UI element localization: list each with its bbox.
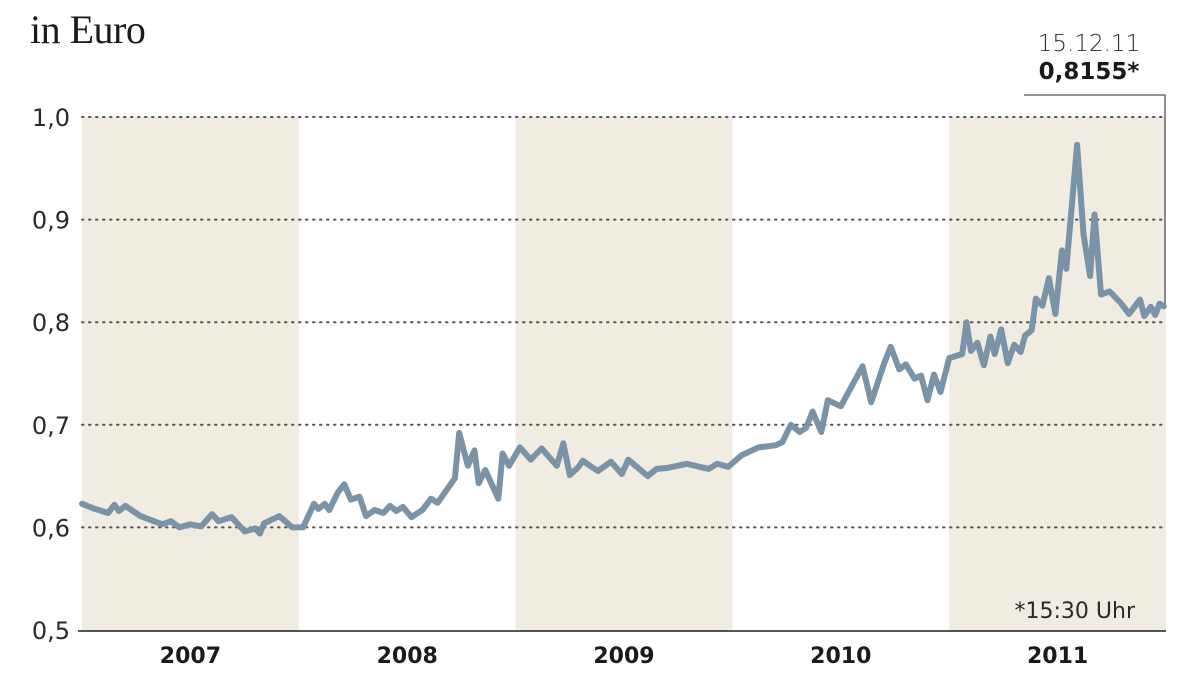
- y-tick-label: 0,9: [32, 207, 70, 235]
- callout-date: 15.12.11: [1037, 31, 1141, 57]
- year-band-2009: [515, 117, 733, 630]
- callout-leader-line: [1024, 94, 1166, 307]
- y-axis-labels: 1,0 0,9 0,8 0,7 0,6 0,5: [32, 104, 70, 645]
- x-tick-label: 2008: [377, 644, 438, 669]
- gridlines: [81, 116, 1167, 529]
- x-tick-label: 2011: [1027, 644, 1088, 669]
- price-line: [79, 141, 1167, 537]
- x-axis-labels: 2007 2008 2009 2010 2011: [160, 644, 1088, 669]
- y-tick-label: 1,0: [32, 104, 70, 132]
- x-tick-label: 2009: [593, 644, 654, 669]
- callout-value: 0,8155*: [1038, 59, 1140, 85]
- year-bands: [82, 117, 1166, 630]
- x-tick-label: 2007: [160, 644, 221, 669]
- y-tick-label: 0,5: [32, 617, 70, 645]
- y-tick-label: 0,8: [32, 309, 70, 337]
- year-band-2007: [82, 117, 299, 630]
- footnote-text: *15:30 Uhr: [1015, 599, 1136, 624]
- year-band-2011: [949, 117, 1166, 630]
- latest-value-callout: 15.12.11 0,8155*: [1014, 30, 1164, 86]
- chart-subtitle: in Euro: [30, 7, 146, 52]
- x-tick-label: 2010: [810, 644, 871, 669]
- y-tick-label: 0,7: [32, 412, 70, 440]
- y-tick-label: 0,6: [32, 514, 70, 542]
